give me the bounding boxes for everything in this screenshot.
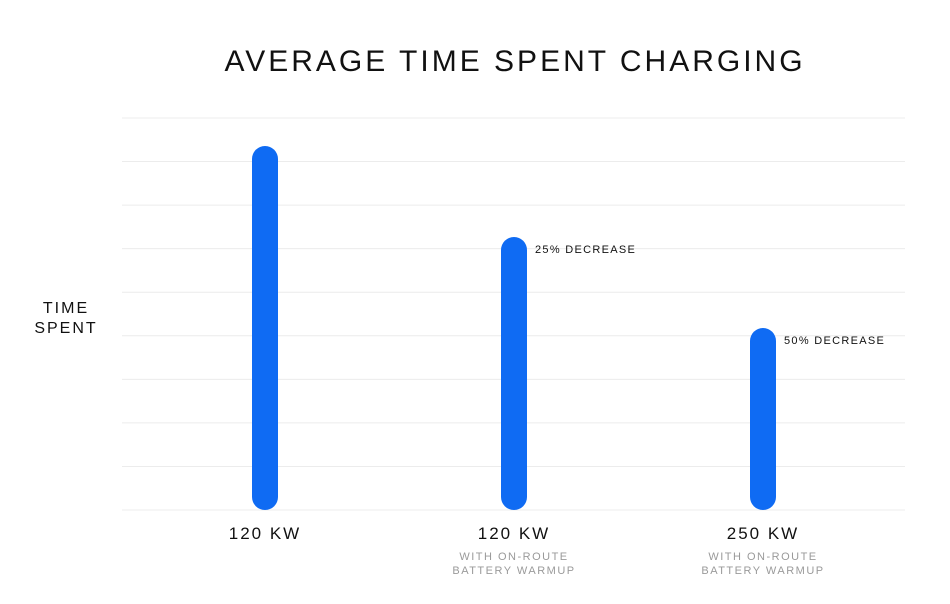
category-sublabel-3-2: BATTERY WARMUP xyxy=(701,565,824,577)
bar-annotation-3: 50% DECREASE xyxy=(784,335,885,347)
bar-3 xyxy=(750,328,776,510)
category-labels: 120 KW 120 KW WITH ON-ROUTE BATTERY WARMUP 2… xyxy=(229,524,824,577)
category-label-1: 120 KW xyxy=(229,524,301,543)
bar-annotation-2: 25% DECREASE xyxy=(535,244,636,256)
bar-2 xyxy=(501,237,527,510)
y-axis-label-line-2: SPENT xyxy=(34,320,97,337)
y-axis-label-line-1: TIME xyxy=(43,300,89,317)
category-label-3: 250 KW xyxy=(727,524,799,543)
category-sublabel-2-1: WITH ON-ROUTE xyxy=(459,551,568,563)
y-axis-label: TIME SPENT xyxy=(34,300,97,337)
chart-title: AVERAGE TIME SPENT CHARGING xyxy=(224,45,805,78)
category-sublabel-2-2: BATTERY WARMUP xyxy=(452,565,575,577)
bar-annotations: 25% DECREASE 50% DECREASE xyxy=(535,244,885,347)
category-sublabel-3-1: WITH ON-ROUTE xyxy=(708,551,817,563)
bar-1 xyxy=(252,146,278,510)
bars xyxy=(252,146,776,510)
category-label-2: 120 KW xyxy=(478,524,550,543)
